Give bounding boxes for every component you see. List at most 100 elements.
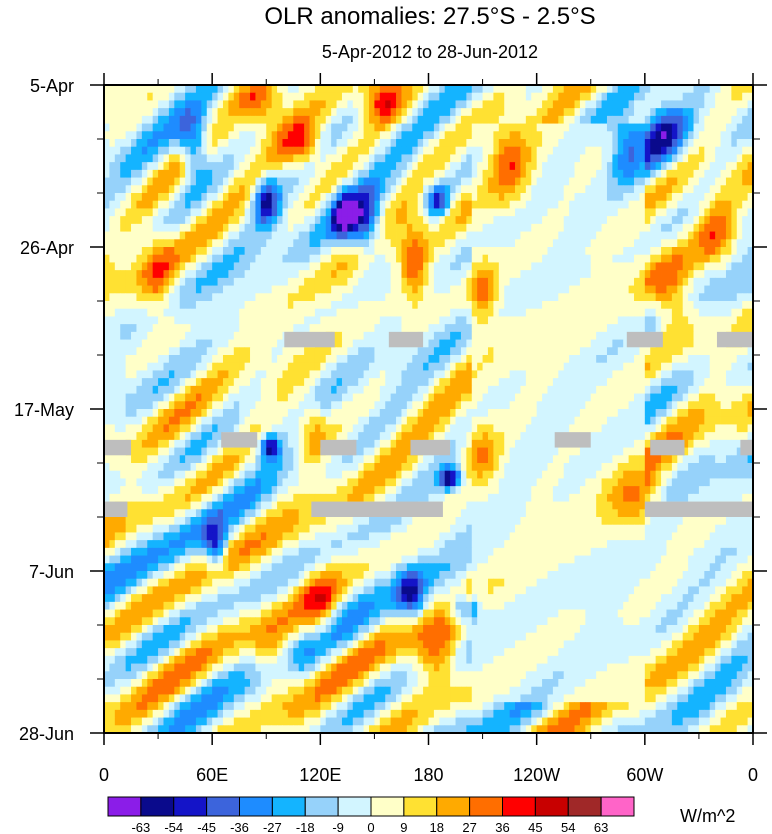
field-cell xyxy=(596,216,602,225)
field-cell xyxy=(509,85,516,94)
field-cell xyxy=(277,401,283,410)
field-cell xyxy=(260,200,267,209)
field-cell xyxy=(731,193,738,202)
field-cell xyxy=(634,316,640,325)
field-cell xyxy=(558,85,565,94)
field-cell xyxy=(482,185,489,194)
field-cell xyxy=(682,393,689,402)
field-cell xyxy=(201,316,208,325)
field-cell xyxy=(358,216,364,225)
field-cell xyxy=(423,393,429,402)
field-cell xyxy=(120,85,127,94)
field-cell xyxy=(525,308,532,317)
field-cell xyxy=(596,324,602,333)
field-cell xyxy=(125,393,132,402)
field-cell xyxy=(336,385,343,394)
field-cell xyxy=(379,308,386,317)
field-cell xyxy=(455,308,462,317)
field-cell xyxy=(742,262,748,271)
field-cell xyxy=(179,277,186,286)
field-cell xyxy=(493,308,500,317)
field-cell xyxy=(190,123,197,132)
field-cell xyxy=(158,401,164,410)
field-cell xyxy=(661,370,667,379)
field-cell xyxy=(239,169,246,178)
field-cell xyxy=(460,154,467,163)
field-cell xyxy=(450,139,456,148)
field-cell xyxy=(131,223,137,232)
field-cell xyxy=(179,108,186,117)
field-cell xyxy=(347,262,354,271)
field-cell xyxy=(552,324,559,333)
field-cell xyxy=(158,193,164,202)
field-cell xyxy=(347,401,354,410)
field-cell xyxy=(168,146,175,155)
field-cell xyxy=(547,285,554,294)
field-cell xyxy=(179,92,186,101)
field-cell xyxy=(731,393,738,402)
field-cell xyxy=(509,193,516,202)
field-cell xyxy=(109,208,116,217)
field-cell xyxy=(293,378,300,387)
field-cell xyxy=(152,108,159,117)
field-cell xyxy=(536,92,543,101)
field-cell xyxy=(320,262,327,271)
field-cell xyxy=(266,331,273,340)
field-cell xyxy=(650,262,657,271)
field-cell xyxy=(725,262,732,271)
field-cell xyxy=(585,85,592,94)
field-cell xyxy=(233,115,240,124)
field-cell xyxy=(163,231,170,240)
field-cell xyxy=(644,108,651,117)
field-cell xyxy=(131,208,137,217)
field-cell xyxy=(331,208,337,217)
field-cell xyxy=(563,131,570,140)
field-cell xyxy=(709,100,716,109)
field-cell xyxy=(309,100,316,109)
field-cell xyxy=(715,223,721,232)
field-cell xyxy=(720,370,727,379)
field-cell xyxy=(168,277,175,286)
field-cell xyxy=(250,169,256,178)
field-cell xyxy=(439,331,446,340)
field-cell xyxy=(455,131,462,140)
field-cell xyxy=(444,200,451,209)
field-cell xyxy=(704,331,711,340)
field-cell xyxy=(158,339,164,348)
field-cell xyxy=(493,177,500,186)
field-cell xyxy=(379,301,386,310)
field-cell xyxy=(450,254,456,263)
field-cell xyxy=(450,115,456,124)
field-cell xyxy=(698,385,705,394)
field-cell xyxy=(433,262,440,271)
field-cell xyxy=(563,231,570,240)
field-cell xyxy=(666,239,673,248)
field-cell xyxy=(428,355,435,364)
field-cell xyxy=(304,185,310,194)
field-cell xyxy=(195,378,202,387)
field-cell xyxy=(439,169,446,178)
field-cell xyxy=(477,123,483,132)
field-cell xyxy=(401,401,408,410)
field-cell xyxy=(212,393,218,402)
field-cell xyxy=(385,316,392,325)
field-cell xyxy=(606,92,613,101)
field-cell xyxy=(504,347,511,356)
field-cell xyxy=(390,270,397,279)
field-cell xyxy=(455,85,462,94)
field-cell xyxy=(531,216,538,225)
field-cell xyxy=(634,193,640,202)
field-cell xyxy=(536,185,543,194)
field-cell xyxy=(163,169,170,178)
field-cell xyxy=(688,378,694,387)
field-cell xyxy=(725,308,732,317)
field-cell xyxy=(228,316,235,325)
field-cell xyxy=(374,331,381,340)
field-cell xyxy=(374,362,381,371)
field-cell xyxy=(639,239,646,248)
field-cell xyxy=(498,139,505,148)
field-cell xyxy=(590,185,597,194)
field-cell xyxy=(455,355,462,364)
field-cell xyxy=(352,216,359,225)
field-cell xyxy=(693,277,700,286)
